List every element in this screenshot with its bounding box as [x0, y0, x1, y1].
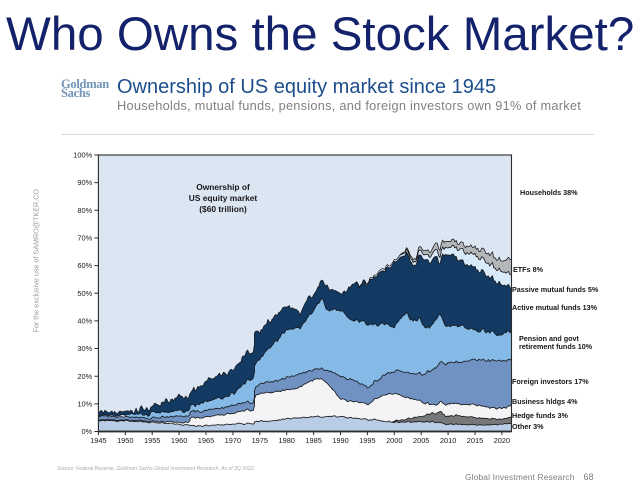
svg-text:1950: 1950	[117, 436, 133, 445]
svg-text:1975: 1975	[252, 436, 268, 445]
svg-text:60%: 60%	[77, 261, 92, 270]
svg-text:70%: 70%	[77, 234, 92, 243]
svg-text:50%: 50%	[77, 289, 92, 298]
svg-text:2000: 2000	[386, 436, 402, 445]
svg-text:1990: 1990	[332, 436, 348, 445]
svg-text:1970: 1970	[225, 436, 241, 445]
svg-text:1945: 1945	[90, 436, 106, 445]
svg-text:2005: 2005	[413, 436, 429, 445]
svg-text:2020: 2020	[494, 436, 510, 445]
svg-text:10%: 10%	[77, 400, 92, 409]
svg-text:20%: 20%	[77, 372, 92, 381]
svg-text:1955: 1955	[144, 436, 160, 445]
svg-text:2015: 2015	[467, 436, 483, 445]
svg-text:1960: 1960	[171, 436, 187, 445]
svg-text:80%: 80%	[77, 206, 92, 215]
svg-text:1985: 1985	[305, 436, 321, 445]
svg-text:30%: 30%	[77, 344, 92, 353]
svg-text:90%: 90%	[77, 178, 92, 187]
svg-text:1980: 1980	[278, 436, 294, 445]
svg-text:40%: 40%	[77, 317, 92, 326]
svg-text:2010: 2010	[440, 436, 456, 445]
svg-text:1995: 1995	[359, 436, 375, 445]
svg-text:1965: 1965	[198, 436, 214, 445]
svg-text:0%: 0%	[82, 427, 93, 436]
svg-text:100%: 100%	[73, 151, 92, 160]
